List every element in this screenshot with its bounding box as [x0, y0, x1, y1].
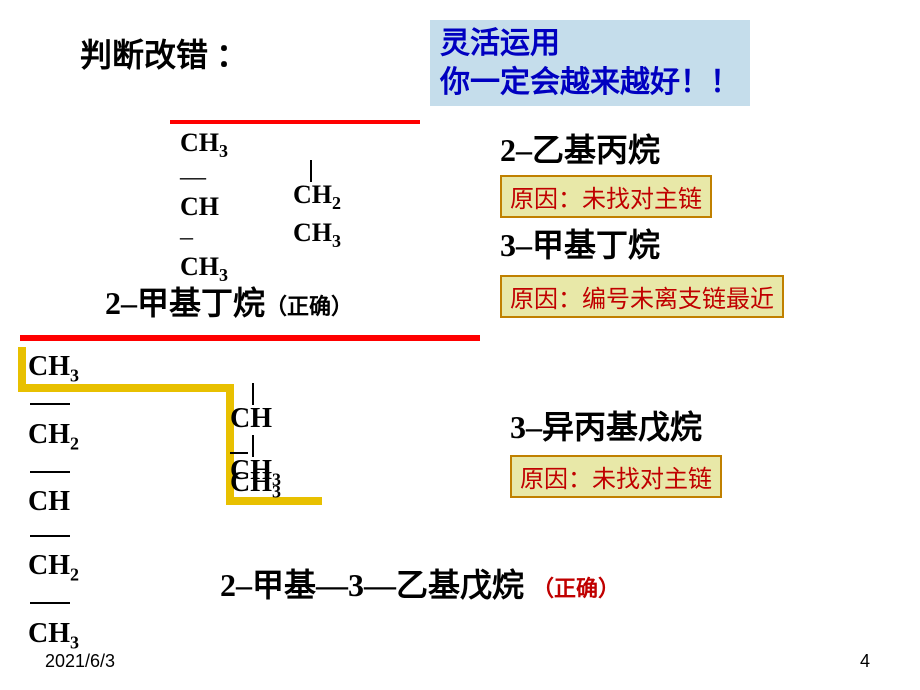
reason-1: 原因：未找对主链: [500, 175, 712, 218]
correct1-text: 2–甲基丁烷: [105, 285, 265, 321]
mol2-bond-b: [252, 435, 254, 457]
correct-name-2: 2–甲基—3—乙基戊烷 （正确）: [220, 560, 620, 606]
mol2-row3: CH3: [230, 455, 281, 491]
mol2-bond-a: [252, 383, 254, 405]
wrong-name-1: 2–乙基丙烷: [500, 125, 660, 171]
correct2-paren: （正确）: [532, 576, 620, 601]
main-chain-highlight-2: [20, 335, 480, 341]
correct2-text: 2–甲基—3—乙基戊烷: [220, 567, 524, 603]
mol1-row1: CH3 — CH –CH3: [180, 128, 228, 286]
mol2-row1: CH3CH2CHCH2CH3: [28, 351, 79, 653]
page-title: 判断改错 ：: [80, 30, 248, 76]
footer-date: 2021/6/3: [45, 651, 115, 672]
mol1-row3: CH3: [293, 218, 341, 252]
footer-page-number: 4: [860, 651, 870, 672]
wrong-name-3: 3–异丙基戊烷: [510, 402, 702, 448]
mol1-bond: [310, 160, 312, 182]
correct-name-1: 2–甲基丁烷（正确）: [105, 278, 353, 324]
tip-line1: 灵活运用: [440, 24, 740, 63]
reason-3: 原因：未找对主链: [510, 455, 722, 498]
mol1-row2: CH2: [293, 180, 341, 214]
tip-box: 灵活运用 你一定会越来越好！！: [430, 20, 750, 106]
correct1-paren: （正确）: [265, 294, 353, 319]
main-chain-highlight-1: [170, 120, 420, 124]
tip-line2: 你一定会越来越好！！: [440, 63, 740, 102]
reason-2: 原因：编号未离支链最近: [500, 275, 784, 318]
wrong-name-2: 3–甲基丁烷: [500, 220, 660, 266]
